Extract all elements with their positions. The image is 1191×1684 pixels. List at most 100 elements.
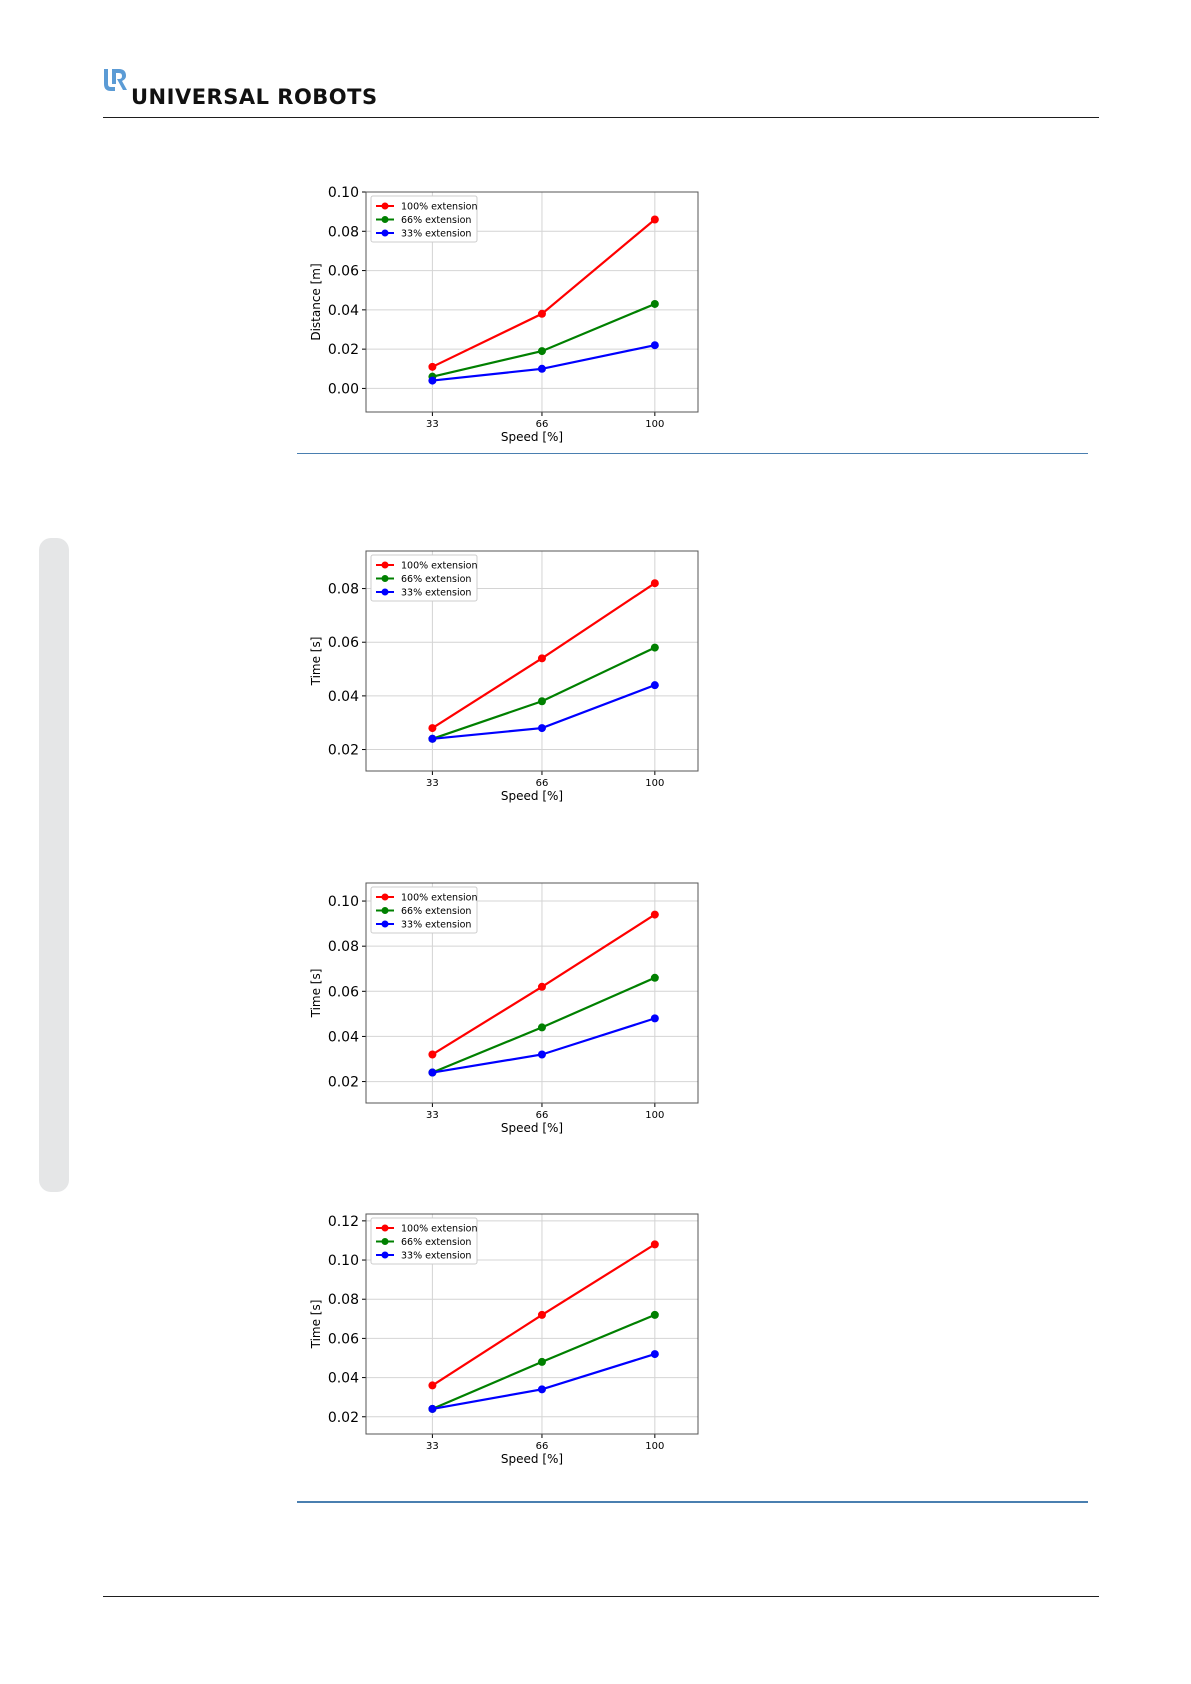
section-divider [297, 453, 1088, 454]
data-point [650, 1240, 659, 1249]
y-tick-label: 0.02 [328, 1410, 359, 1426]
x-tick-label: 66 [536, 419, 549, 430]
chart-stopping-time-1: 0.08 0.06 0.04 0.02 33 66 100 100% extension 66%… [300, 545, 720, 805]
data-point [428, 1068, 437, 1077]
data-point [650, 643, 659, 652]
y-axis-label: Time [s] [309, 637, 323, 687]
legend-box [370, 886, 478, 934]
ur-logo-icon [102, 68, 128, 94]
x-tick-label: 33 [426, 778, 439, 789]
y-tick-label: 0.06 [328, 984, 359, 1000]
data-point [428, 362, 437, 371]
x-tick-label: 66 [536, 778, 549, 789]
legend-label: 100% extension [401, 1224, 478, 1235]
data-point [537, 309, 546, 318]
data-point [537, 364, 546, 373]
legend-label: 66% extension [401, 574, 471, 585]
legend-label: 33% extension [401, 588, 471, 599]
y-tick-label: 0.10 [328, 186, 359, 201]
data-point [428, 376, 437, 385]
data-point [537, 347, 546, 356]
data-point [650, 579, 659, 588]
y-tick-label: 0.04 [328, 689, 359, 705]
legend-marker [381, 561, 389, 569]
y-tick-label: 0.12 [328, 1214, 359, 1230]
y-tick-label: 0.02 [328, 743, 359, 759]
x-tick-label: 33 [426, 1441, 439, 1452]
y-axis-label: Time [s] [309, 969, 323, 1019]
data-point [537, 1385, 546, 1394]
chart-stopping-time-2: 0.10 0.08 0.06 0.04 0.02 33 66 100 100% extensio… [300, 877, 720, 1137]
legend-marker [381, 1238, 389, 1245]
x-tick-label: 33 [426, 1110, 439, 1121]
legend-label: 100% extension [401, 202, 478, 213]
data-point [537, 1023, 546, 1032]
y-tick-label: 0.10 [328, 894, 359, 910]
y-tick-label: 0.02 [328, 342, 359, 358]
x-axis-label: Speed [%] [501, 430, 563, 444]
y-tick-label: 0.06 [328, 264, 359, 280]
data-point [650, 299, 659, 308]
data-point [650, 215, 659, 224]
data-point [537, 1357, 546, 1366]
legend-marker [381, 588, 389, 596]
data-point [537, 654, 546, 663]
data-point [428, 1404, 437, 1413]
plot-frame [365, 191, 699, 413]
data-point [650, 1350, 659, 1359]
y-tick-label: 0.08 [328, 939, 359, 955]
data-point [428, 1381, 437, 1390]
side-tab [39, 538, 69, 1192]
y-tick-label: 0.06 [328, 635, 359, 651]
data-point [537, 1050, 546, 1059]
y-axis-label: Distance [m] [309, 263, 323, 340]
y-tick-label: 0.04 [328, 1371, 359, 1387]
data-point [537, 982, 546, 991]
x-axis-label: Speed [%] [501, 1121, 563, 1135]
y-tick-label: 0.08 [328, 582, 359, 598]
data-point [428, 734, 437, 743]
x-tick-label: 33 [426, 419, 439, 430]
x-tick-label: 66 [536, 1441, 549, 1452]
y-tick-label: 0.04 [328, 1029, 359, 1045]
data-point [537, 1310, 546, 1319]
data-point [428, 724, 437, 733]
legend-label: 100% extension [401, 893, 478, 904]
legend-marker [381, 216, 389, 223]
x-axis-label: Speed [%] [501, 789, 563, 803]
brand-name: UNIVERSAL ROBOTS [131, 85, 378, 109]
chart-stopping-distance: 0.10 0.08 0.06 0.04 0.02 0.00 33 66 100 100% exte… [300, 186, 720, 446]
legend-label: 66% extension [401, 1237, 471, 1248]
data-point [537, 697, 546, 706]
y-tick-label: 0.10 [328, 1253, 359, 1269]
y-axis-label: Time [s] [309, 1300, 323, 1350]
legend-label: 33% extension [401, 1251, 471, 1262]
data-point [650, 1014, 659, 1023]
legend-marker [381, 1251, 389, 1259]
plot-frame [365, 1213, 699, 1435]
legend-label: 66% extension [401, 906, 471, 917]
legend-marker [381, 893, 389, 901]
data-point [650, 341, 659, 350]
y-tick-label: 0.00 [328, 381, 359, 397]
legend-box [370, 195, 478, 243]
y-tick-label: 0.08 [328, 1292, 359, 1308]
header-divider [103, 117, 1099, 118]
footer-divider [103, 1596, 1099, 1597]
legend-box [370, 554, 478, 602]
legend-label: 33% extension [401, 229, 471, 240]
plot-frame [365, 882, 699, 1104]
x-axis-label: Speed [%] [501, 1452, 563, 1466]
y-tick-label: 0.02 [328, 1075, 359, 1091]
data-point [650, 910, 659, 919]
y-tick-label: 0.06 [328, 1331, 359, 1347]
section-divider [297, 1501, 1088, 1503]
chart-stopping-time-3: 0.12 0.10 0.08 0.06 0.04 0.02 33 66 100 100% exte… [300, 1208, 720, 1468]
legend-marker [381, 907, 389, 914]
legend-marker [381, 229, 389, 237]
legend-label: 33% extension [401, 920, 471, 931]
x-tick-label: 66 [536, 1110, 549, 1121]
y-tick-label: 0.08 [328, 224, 359, 240]
legend-box [370, 1217, 478, 1265]
x-tick-label: 100 [645, 419, 664, 430]
